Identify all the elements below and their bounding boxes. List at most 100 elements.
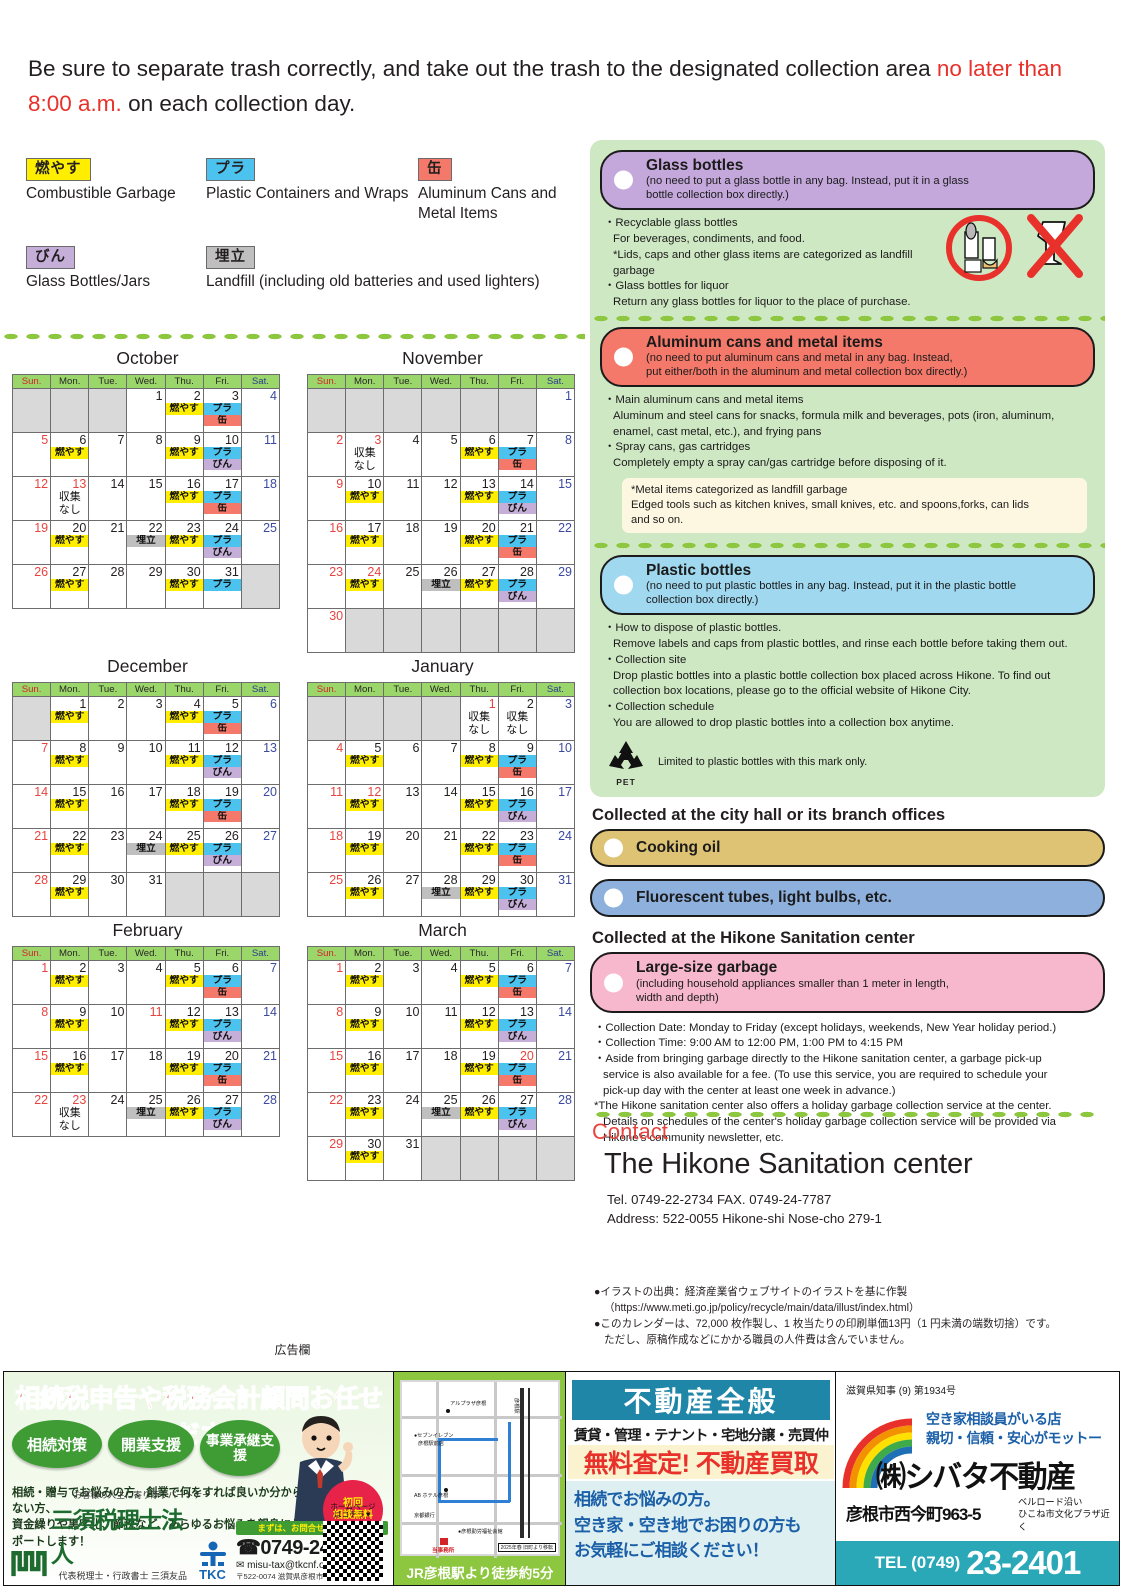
calendar-day-cell: 23 [88,828,128,873]
calendar-day-cell: 9 燃やす [345,1004,385,1049]
day-number: 23 [367,1093,382,1107]
calendar-section: October Sun. Mon. Tue. Wed. Thu. Fri. Sat. 1 2 燃やす… [0,345,590,1181]
calendar-day-cell: 31 [126,872,166,917]
ads-section-label: 広告欄 [274,1343,311,1357]
collection-tag-burn: 燃やす [460,843,498,855]
calendar-day-cell: 6 燃やす [459,432,499,477]
calendar-cell-empty [459,608,499,653]
collection-tag-burn: 燃やす [51,887,89,899]
day-number: 29 [481,873,496,887]
ad1-qr-code-icon[interactable] [323,1521,383,1581]
calendar-day-cell: 2 燃やす [345,960,385,1005]
calendar-day-cell: 27 [383,872,423,917]
calendar-day-cell: 19 燃やす [345,828,385,873]
calendar-day-cell: 21 プラ缶 [497,520,537,565]
calendar-cell-empty [497,388,537,433]
day-number: 24 [405,1093,420,1107]
jp-note-3: ただし、原稿作成などにかかる職員の人件費は含んでいません。 [604,1333,911,1346]
day-number: 26 [34,565,49,579]
calendar-day-cell: 13 [240,740,281,785]
ad2-map-label-0: アルプラザ彦根 [450,1401,487,1407]
ad1-email[interactable]: ✉ misu-tax@tkcnf.or.jp [235,1560,338,1571]
calendar-week-row: 29 30 燃やす 31 [306,1136,576,1181]
plastic-bottles-sub-2: collection box directly.) [646,594,759,607]
day-number: 9 [117,741,125,755]
day-number: 12 [481,1005,496,1019]
weekday-header-tue: Tue. [88,374,128,389]
collection-tag-burn: 燃やす [460,799,498,811]
aluminum-cans-details: ・Main aluminum cans and metal items Alum… [600,391,1095,472]
calendar-day-cell: 15 [306,1048,347,1093]
day-number: 17 [405,1049,420,1063]
calendar-week-row: 14 15 燃やす 16 17 18 燃やす 19 プラ缶 20 [11,784,281,829]
weekday-header-mon: Mon. [50,374,90,389]
calendar-day-cell: 27 燃やす [459,564,499,609]
ad2-access-text: JR彦根駅より徒歩約5分 [406,1566,554,1581]
day-number: 20 [519,1049,534,1063]
collection-tag-burn: 燃やす [51,755,89,767]
day-number: 11 [330,785,344,799]
calendar-day-cell: 28 埋立 [421,872,461,917]
calendar-month-november: November Sun. Mon. Tue. Wed. Thu. Fri. Sat. 1 2 3 収… [295,345,590,653]
calendar-day-cell: 3 収集 なし [345,432,385,477]
day-number: 22 [148,521,163,535]
weekday-header-sun: Sun. [11,682,52,697]
collection-tag-burn: 燃やす [460,1107,498,1119]
day-number: 21 [558,1049,572,1063]
bullet-dot-icon [604,838,623,858]
calendar-day-cell: 3 [535,696,576,741]
calendar-week-row: 1 2 燃やす 3 プラ缶 4 [11,388,281,433]
calendar-cell-empty [535,608,576,653]
calendar-cell-empty [421,1136,461,1181]
collection-tag-burn: 燃やす [51,1019,89,1031]
day-number: 26 [443,565,458,579]
calendar-day-cell: 21 [421,828,461,873]
collection-tag-bin: びん [498,1030,536,1043]
collection-tag-burn: 燃やす [346,975,384,987]
day-number: 14 [443,785,458,799]
no-collection-label: なし [468,723,491,736]
collection-tag-plastic: プラ [498,1107,536,1119]
calendar-day-cell: 6 [240,696,281,741]
ad-realestate-general[interactable]: 不動産全般 賃貸・管理・テナント・宅地分譲・売買仲介 無料査定! 不動産買取 相… [566,1372,836,1585]
collection-tag-plastic: プラ [498,843,536,855]
day-number: 8 [336,1005,344,1019]
calendar-day-cell: 7 [240,960,281,1005]
collection-tag-burn: 燃やす [165,755,203,767]
ad-misu-tax[interactable]: 相続税申告や税務会計顧問お任せください 相続対策 開業支援 事業承継支援 相続・… [4,1372,394,1585]
collection-tag-plastic: プラ [498,447,536,459]
sanitation-heading: Collected at the Hikone Sanitation cente… [592,928,915,948]
no-collection-label: 収集 [468,711,491,724]
day-number: 5 [450,433,458,447]
day-number: 1 [79,697,87,711]
collection-tag-burn: 燃やす [346,1063,384,1075]
ad-office-map[interactable]: アルプラザ彦根 ●セブンイレブン 彦根駅前店 AB ホテル彦根 京都銀行 ●彦根… [394,1372,566,1585]
calendar-day-cell: 17 [535,784,576,829]
large-line-1: ・Collection Time: 9:00 AM to 12:00 PM, 1… [594,1037,903,1050]
collection-tag-burn: 燃やす [165,711,203,723]
day-number: 1 [336,961,344,975]
cooking-oil-title: Cooking oil [636,838,721,856]
calendar-day-cell: 20 [383,828,423,873]
calendar-day-cell: 22 埋立 [126,520,166,565]
large-line-7: Hikone's community newsletter, etc. [603,1131,784,1144]
calendar-day-cell: 10 プラ びん [202,432,242,477]
cans-note-0: *Metal items categorized as landfill gar… [631,483,848,496]
calendar-week-row: 4 5 燃やす 6 7 8 燃やす 9 プラ缶 10 [306,740,576,785]
day-number: 9 [193,433,201,447]
contact-tel: Tel. 0749-22-2734 FAX. 0749-24-7787 [607,1192,832,1207]
calendar-day-cell: 4 [126,960,166,1005]
collection-tag-burn: 燃やす [346,1107,384,1119]
calendar-cell-empty [535,1136,576,1181]
day-number: 27 [72,565,87,579]
day-number: 10 [224,433,239,447]
ad3-message: 相続でお悩みの方。 空き家・空き地でお困りの方も お気軽にご相談ください！ [566,1481,835,1585]
ad4-phone-bar[interactable]: TEL (0749) 23-2401 [836,1541,1119,1585]
day-number: 11 [264,433,277,447]
calendar-day-cell: 16 [88,784,128,829]
ad1-qr-block[interactable]: ホームページ はコチラ▼ [317,1502,389,1581]
collection-tag-burn: 燃やす [51,535,89,547]
day-number: 24 [110,1093,125,1107]
legend-item-combustible: 燃やす Combustible Garbage [26,158,206,224]
ad-shibata-realestate[interactable]: 滋賀県知事 (9) 第1934号 空き家相談員がいる店 親切・信頼・安心がモット… [836,1372,1119,1585]
